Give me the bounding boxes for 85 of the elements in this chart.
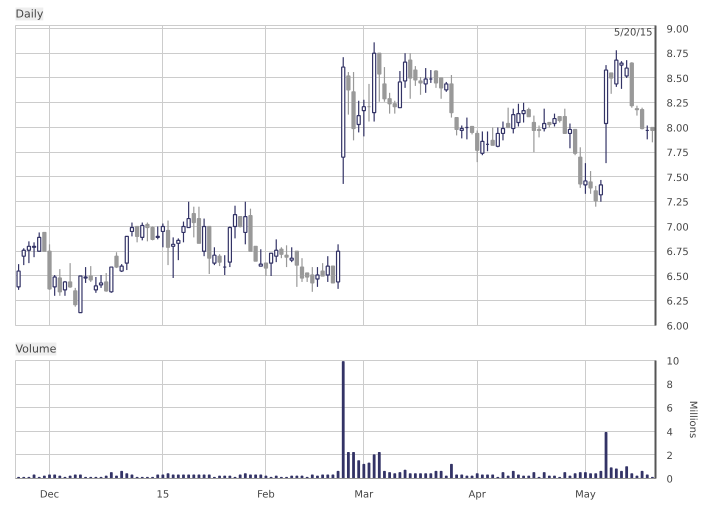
y-tick-label: 8.00	[666, 123, 689, 134]
candlestick	[52, 274, 57, 296]
candlestick	[362, 99, 366, 137]
candlestick	[594, 185, 598, 208]
y-tick-label: 8.25	[666, 98, 689, 110]
candlestick	[572, 128, 578, 156]
candlestick	[609, 72, 614, 94]
candlestick	[588, 170, 593, 194]
candlestick	[583, 162, 588, 194]
candlestick	[130, 222, 134, 237]
candlestick	[402, 52, 408, 88]
candlestick	[290, 246, 294, 263]
candlestick	[650, 126, 655, 143]
candlestick	[326, 256, 330, 283]
candlestick	[217, 254, 222, 267]
candlestick	[444, 81, 448, 92]
y-tick-label: 6	[666, 404, 673, 415]
candlestick	[73, 287, 78, 308]
candlestick	[284, 244, 289, 268]
candlestick	[377, 52, 382, 102]
x-tick-label: Mar	[354, 490, 374, 500]
candlestick	[160, 222, 166, 248]
candlestick	[58, 268, 62, 296]
candlestick	[418, 76, 423, 96]
x-tick-label: 15	[156, 490, 170, 500]
candlestick	[212, 246, 217, 266]
x-tick-label: Apr	[468, 490, 487, 500]
y-tick-label: 7.00	[666, 222, 689, 234]
y-tick-label: 4	[666, 427, 673, 438]
y-tick-label: 7.75	[666, 148, 689, 160]
y-tick-label: 10	[666, 356, 680, 368]
annotation: 5/20/15	[614, 28, 652, 38]
y-tick-label: 7.25	[666, 198, 689, 209]
candlestick	[480, 130, 485, 156]
candlestick	[356, 100, 361, 134]
candlestick	[264, 262, 268, 277]
y-tick-label: 0	[666, 474, 673, 486]
candlestick	[294, 250, 299, 288]
candlestick	[330, 265, 336, 284]
y-tick-label: 6.00	[666, 322, 689, 332]
candlestick	[460, 124, 464, 139]
chart-title: Daily	[16, 8, 44, 20]
candlestick	[258, 248, 263, 267]
y-tick-label: 8.75	[666, 49, 689, 60]
x-tick-label: May	[575, 490, 596, 500]
candlestick	[475, 130, 480, 163]
candlestick	[454, 116, 459, 136]
candlestick	[346, 71, 351, 116]
candlestick	[279, 246, 284, 259]
candlestick	[114, 252, 119, 269]
candlestick	[506, 107, 510, 128]
candlestick	[166, 220, 170, 266]
candlestick	[320, 262, 325, 277]
candlestick	[490, 126, 495, 146]
candlestick	[156, 226, 160, 240]
candlestick	[232, 205, 238, 239]
candlestick	[624, 60, 629, 79]
candlestick	[568, 122, 572, 149]
candlestick	[315, 266, 320, 288]
chart-title: Volume	[16, 342, 57, 356]
candlestick	[134, 226, 140, 243]
candlestick	[552, 113, 557, 128]
candlestick	[68, 262, 72, 288]
y-tick-label: 6.50	[666, 272, 689, 283]
y-tick-label: 6.25	[666, 296, 689, 308]
y-tick-label: 6.75	[666, 247, 689, 258]
candlestick	[62, 280, 68, 296]
y-tick-label: 9.00	[666, 24, 689, 36]
candlestick	[238, 216, 242, 228]
candlestick	[140, 222, 144, 241]
y-tick-label: 2	[666, 450, 673, 462]
candlestick	[104, 272, 108, 292]
x-tick-label: Feb	[257, 490, 275, 500]
x-tick-label: Dec	[40, 490, 60, 500]
candlestick	[598, 179, 604, 202]
y-tick-label: 7.50	[666, 172, 689, 184]
candlestick	[88, 265, 93, 283]
candlestick	[16, 264, 21, 290]
candlestick	[94, 276, 98, 294]
y-tick-label: 8.50	[666, 74, 689, 85]
candlestick	[98, 274, 104, 288]
candlestick	[243, 201, 248, 245]
y-tick-label: 8	[666, 380, 673, 392]
y-axis-title: Millions	[687, 400, 698, 438]
candlestick	[542, 108, 546, 132]
